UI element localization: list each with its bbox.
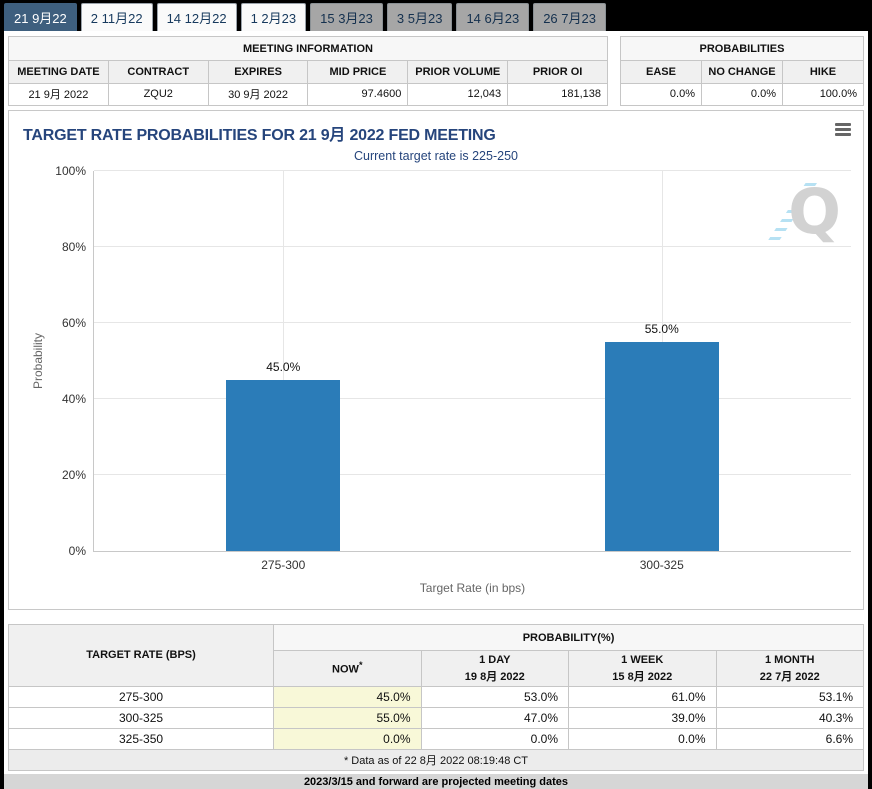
info-row: MEETING INFORMATION MEETING DATE CONTRAC… [8,35,864,107]
week-325-350: 0.0% [568,728,717,750]
rate-325-350: 325-350 [7,728,275,750]
ease-value: 0.0% [620,82,702,107]
prior-volume-value: 12,043 [407,82,509,107]
watermark-q-letter: Q [788,175,841,248]
bar-300-325[interactable] [604,342,719,551]
gridline [94,246,851,247]
col-meeting-date: MEETING DATE [8,60,109,84]
rate-275-300: 275-300 [7,686,275,708]
gridline [94,322,851,323]
meeting-tabs: 21 9月22 2 11月22 14 12月22 1 2月23 15 3月23 … [4,0,868,31]
probability-history-table: TARGET RATE (BPS) PROBABILITY(%) NOW* 1 … [7,624,864,771]
y-tick-label: 40% [61,392,86,406]
x-axis-title: Target Rate (in bps) [419,581,526,595]
prior-oi-value: 181,138 [507,82,608,107]
rate-300-325: 300-325 [7,707,275,729]
probabilities-row: 0.0% 0.0% 100.0% [620,82,864,107]
main-content: MEETING INFORMATION MEETING DATE CONTRAC… [4,31,868,789]
tab-meeting-7[interactable]: 26 7月23 [533,3,606,31]
now-325-350: 0.0% [273,728,422,750]
tab-meeting-6[interactable]: 14 6月23 [456,3,530,31]
x-tick-label: 300-325 [639,558,684,572]
col-expires: EXPIRES [207,60,309,84]
now-300-325: 55.0% [273,707,422,729]
tab-meeting-1[interactable]: 2 11月22 [80,3,153,31]
month-300-325: 40.3% [715,707,864,729]
day-300-325: 47.0% [420,707,570,729]
tab-meeting-0[interactable]: 21 9月22 [4,3,77,31]
bar-value-label: 45.0% [266,360,301,374]
day-325-350: 0.0% [420,728,570,750]
y-axis-title: Probability [31,332,45,390]
meeting-info-title: MEETING INFORMATION [8,35,608,62]
tab-meeting-3[interactable]: 1 2月23 [240,3,307,31]
col-1-day: 1 DAY 19 8月 2022 [420,650,570,687]
tab-meeting-4[interactable]: 15 3月23 [310,3,383,31]
month-275-300: 53.1% [715,686,864,708]
col-contract: CONTRACT [107,60,209,84]
y-tick-label: 0% [68,544,86,558]
gridline [94,170,851,171]
meeting-info-row: 21 9月 2022 ZQU2 30 9月 2022 97.4600 12,04… [8,82,608,107]
hike-value: 100.0% [782,82,864,107]
col-target-rate-bps: TARGET RATE (BPS) [7,624,275,687]
meeting-info-table: MEETING INFORMATION MEETING DATE CONTRAC… [8,35,608,107]
month-325-350: 6.6% [715,728,864,750]
no-change-value: 0.0% [701,82,783,107]
tab-meeting-5[interactable]: 3 5月23 [386,3,453,31]
col-prior-volume: PRIOR VOLUME [407,60,509,84]
col-1-month: 1 MONTH 22 7月 2022 [715,650,864,687]
bar-275-300[interactable] [226,380,341,551]
col-hike: HIKE [782,60,864,84]
gridline [283,171,285,551]
col-no-change: NO CHANGE [701,60,783,84]
bar-value-label: 55.0% [644,322,679,336]
probabilities-table: PROBABILITIES EASE NO CHANGE HIKE 0.0% 0… [620,35,864,107]
table-row: 325-350 0.0% 0.0% 0.0% 6.6% [7,728,864,750]
chart-title: TARGET RATE PROBABILITIES FOR 21 9月 2022… [23,127,496,144]
y-tick-label: 100% [55,164,86,178]
table-row: 275-300 45.0% 53.0% 61.0% 53.1% [7,686,864,708]
probability-group-header: PROBABILITY(%) [273,624,864,651]
col-ease: EASE [620,60,702,84]
tab-meeting-2[interactable]: 14 12月22 [156,3,237,31]
probability-table-section: TARGET RATE (BPS) PROBABILITY(%) NOW* 1 … [7,624,864,771]
gridline [94,398,851,399]
plot-area: Probability Target Rate (in bps) Q 0% 20%… [31,164,851,595]
col-now: NOW* [273,650,422,687]
projected-dates-note: 2023/3/15 and forward are projected meet… [4,774,868,789]
chart-export-menu-icon[interactable] [835,123,851,136]
gridline [94,474,851,475]
col-prior-oi: PRIOR OI [507,60,608,84]
col-1-week: 1 WEEK 15 8月 2022 [568,650,717,687]
col-now-asterisk: * [358,659,363,670]
probabilities-title: PROBABILITIES [620,35,864,62]
y-tick-label: 80% [61,240,86,254]
data-as-of-note: * Data as of 22 8月 2022 08:19:48 CT [8,749,864,771]
chart-panel: TARGET RATE PROBABILITIES FOR 21 9月 2022… [8,110,864,610]
expires-value: 30 9月 2022 [207,82,309,107]
week-300-325: 39.0% [568,707,717,729]
week-275-300: 61.0% [568,686,717,708]
chart-subtitle: Current target rate is 225-250 [354,149,518,163]
now-275-300: 45.0% [273,686,422,708]
x-tick-label: 275-300 [261,558,306,572]
day-275-300: 53.0% [420,686,570,708]
meeting-date-value: 21 9月 2022 [8,82,109,107]
col-now-label: NOW [332,663,359,676]
col-mid-price: MID PRICE [307,60,409,84]
table-row: 300-325 55.0% 47.0% 39.0% 40.3% [7,707,864,729]
quikstrike-watermark: Q [765,181,845,245]
contract-value: ZQU2 [107,82,209,107]
y-tick-label: 20% [61,468,86,482]
mid-price-value: 97.4600 [307,82,409,107]
y-tick-label: 60% [61,316,86,330]
